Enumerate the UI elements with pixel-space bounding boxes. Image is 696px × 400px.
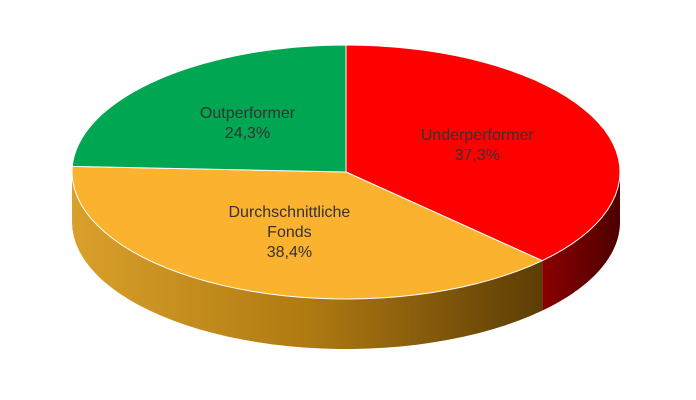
- slice-side: [542, 172, 620, 311]
- slice: [345, 44, 621, 262]
- value-label: 24,3%: [224, 125, 271, 143]
- value-label: 37,3%: [454, 147, 500, 165]
- category-label: Outperformer: [199, 105, 296, 123]
- slice-label: Outperformer 24,3%: [157, 104, 337, 144]
- slice-label: Underperformer 37,3%: [387, 126, 567, 166]
- slice-label: Durchschnittliche Fonds 38,4%: [214, 203, 364, 263]
- value-label: 38,4%: [266, 243, 313, 261]
- slice: [71, 165, 544, 300]
- slice-side: [72, 172, 543, 349]
- slice: [71, 44, 347, 173]
- category-label: Underperformer: [420, 127, 534, 145]
- category-label: Durchschnittliche Fonds: [228, 203, 351, 241]
